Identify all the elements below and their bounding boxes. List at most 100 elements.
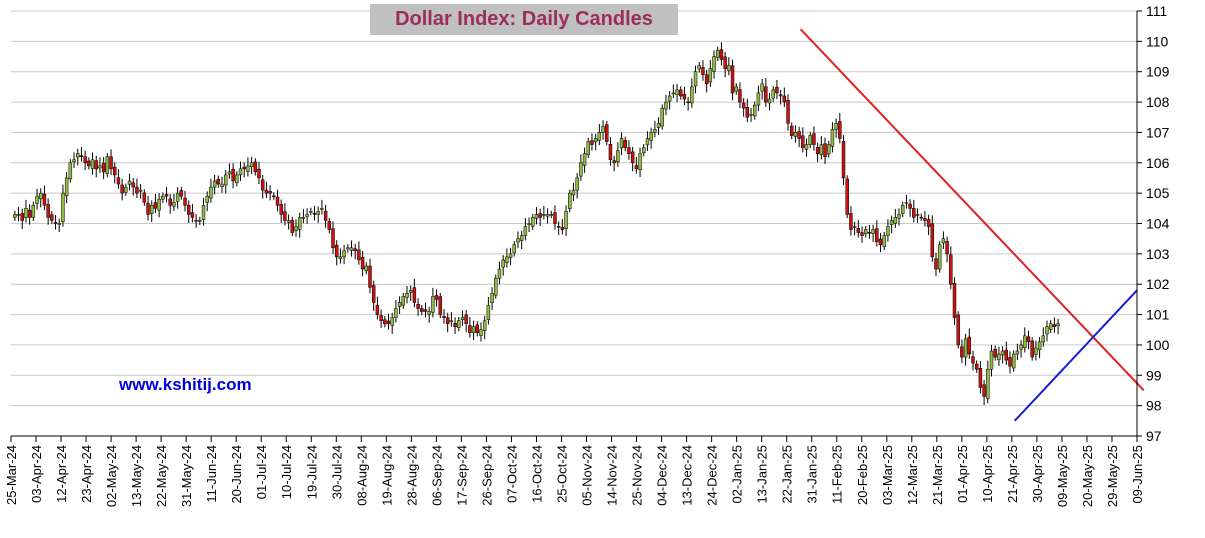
x-tick-label: 09-May-25 (1055, 445, 1070, 507)
candle-body (978, 368, 983, 388)
candle-body (753, 104, 757, 117)
x-tick-label: 17-Sep-24 (454, 445, 469, 506)
candle-body (120, 184, 124, 194)
candle-body (272, 195, 276, 198)
candle-body (982, 384, 986, 397)
candle-body (20, 213, 24, 221)
candle-body (830, 129, 835, 147)
candle-body (334, 244, 339, 258)
candle-body (157, 198, 161, 211)
candle-body (989, 350, 994, 370)
x-tick-label: 04-Dec-24 (655, 445, 670, 506)
candle-body (342, 250, 346, 258)
x-tick-label: 19-Aug-24 (379, 445, 394, 506)
candle-body (138, 189, 143, 192)
candle-body (76, 153, 80, 158)
candle-body (249, 162, 254, 167)
x-tick-label: 09-Jun-25 (1130, 445, 1145, 504)
candle-body (937, 244, 942, 270)
candle-body (394, 308, 398, 318)
candle-body (826, 144, 831, 155)
candle-body (575, 177, 579, 191)
candle-body (512, 244, 516, 254)
candle-body (427, 311, 431, 315)
candle-body (956, 314, 960, 346)
candle-body (42, 193, 47, 206)
candle-body (53, 222, 58, 224)
candle-body (24, 208, 28, 218)
candle-body (638, 153, 642, 171)
candle-body (1004, 349, 1009, 361)
x-tick-label: 20-Jun-24 (229, 445, 244, 504)
candle-body (431, 296, 435, 313)
candle-body (734, 86, 738, 92)
candle-body (841, 140, 846, 179)
candle-body (1023, 335, 1027, 348)
candle-body (416, 304, 420, 309)
candle-body (889, 220, 894, 225)
candle-body (693, 71, 698, 87)
candle-body (420, 308, 424, 312)
candle-body (593, 138, 598, 143)
candle-body (479, 329, 483, 336)
candle-body (397, 302, 402, 307)
candle-body (971, 356, 975, 364)
x-tick-label: 01-Apr-25 (955, 445, 970, 503)
candle-body (475, 324, 480, 334)
candle-body (900, 205, 905, 214)
candle-body (634, 165, 639, 170)
candle-body (275, 196, 280, 206)
x-tick-label: 30-Jul-24 (329, 445, 344, 499)
candle-body (664, 101, 668, 110)
candle-body (87, 160, 91, 167)
y-tick-label: 111 (1146, 3, 1167, 19)
x-tick-label: 01-Jul-24 (254, 445, 269, 499)
x-tick-label: 24-Dec-24 (705, 445, 720, 506)
candle-body (297, 217, 302, 230)
candle-body (268, 191, 272, 194)
candle-body (797, 131, 801, 139)
candle-body (35, 195, 39, 204)
candle-body (360, 256, 365, 270)
candle-body (723, 56, 727, 69)
candle-body (371, 285, 376, 303)
candle-body (405, 293, 409, 298)
candle-body (845, 178, 849, 215)
candle-body (597, 132, 602, 141)
candle-body (13, 214, 17, 218)
candle-body (164, 194, 169, 197)
x-tick-label: 21-Apr-25 (1005, 445, 1020, 503)
candle-body (316, 211, 320, 215)
candle-body (286, 220, 291, 223)
candle-body (490, 293, 494, 303)
x-tick-label: 22-Jan-25 (780, 445, 795, 504)
candle-body (468, 325, 472, 334)
candle-body (349, 247, 354, 251)
candle-body (453, 323, 457, 327)
candle-body (1026, 336, 1031, 343)
candle-body (564, 211, 568, 229)
candle-body (235, 174, 239, 184)
candle-body (786, 100, 790, 124)
x-tick-label: 13-Dec-24 (680, 445, 695, 506)
candle-body (364, 265, 369, 272)
candle-body (527, 223, 531, 225)
candle-body (50, 214, 54, 221)
x-tick-label: 03-Mar-25 (880, 445, 895, 505)
candle-body (605, 124, 609, 142)
candle-body (175, 192, 180, 202)
candle-body (967, 336, 972, 355)
candle-body (1045, 326, 1049, 335)
candle-body (960, 346, 964, 358)
candle-body (856, 228, 861, 233)
candle-body (353, 248, 357, 252)
candle-body (105, 156, 110, 174)
x-tick-label: 13-May-24 (129, 445, 144, 507)
x-tick-label: 12-Apr-24 (54, 445, 69, 503)
y-tick-label: 101 (1146, 307, 1170, 323)
x-tick-label: 20-Feb-25 (855, 445, 870, 505)
candle-body (619, 138, 624, 149)
candle-body (697, 65, 701, 70)
candle-body (201, 205, 206, 220)
candle-body (912, 208, 916, 218)
